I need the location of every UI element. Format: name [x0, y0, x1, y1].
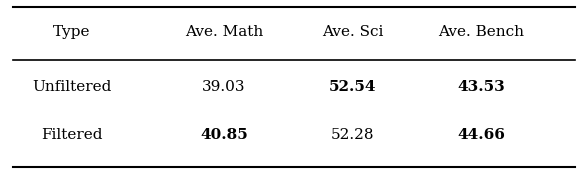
Text: 39.03: 39.03 [202, 80, 246, 94]
Text: Filtered: Filtered [41, 128, 102, 142]
Text: Ave. Sci: Ave. Sci [322, 25, 383, 39]
Text: Ave. Bench: Ave. Bench [438, 25, 524, 39]
Text: 44.66: 44.66 [457, 128, 505, 142]
Text: 40.85: 40.85 [200, 128, 248, 142]
Text: Type: Type [53, 25, 91, 39]
Text: Unfiltered: Unfiltered [32, 80, 111, 94]
Text: 43.53: 43.53 [457, 80, 505, 94]
Text: 52.28: 52.28 [331, 128, 375, 142]
Text: 52.54: 52.54 [329, 80, 376, 94]
Text: Ave. Math: Ave. Math [185, 25, 263, 39]
